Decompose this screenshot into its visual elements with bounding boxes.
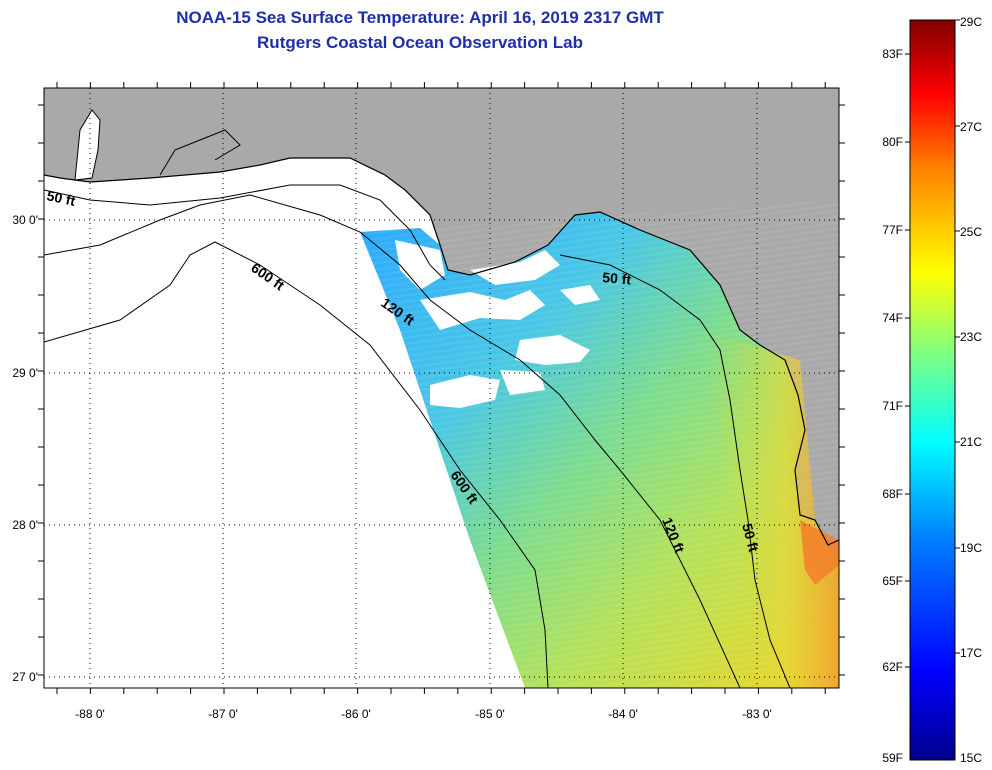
colorbar-f-label: 74F xyxy=(882,311,903,325)
colorbar xyxy=(909,19,956,761)
bay-inlet xyxy=(74,109,101,181)
graticule xyxy=(44,88,839,688)
lon-label: -87 0' xyxy=(208,707,238,721)
lat-label: 30 0' xyxy=(12,213,38,227)
colorbar-c-label: 27C xyxy=(960,120,982,134)
contour-label: 50 ft xyxy=(602,269,632,287)
colorbar-f-label: 80F xyxy=(882,135,903,149)
map-subtitle: Rutgers Coastal Ocean Observation Lab xyxy=(257,33,583,52)
tick-marks xyxy=(38,82,845,694)
colorbar-f-label: 83F xyxy=(882,47,903,61)
land xyxy=(44,88,839,545)
colorbar-c-label: 21C xyxy=(960,435,982,449)
colorbar-c-label: 25C xyxy=(960,225,982,239)
sst-streaks xyxy=(360,200,839,688)
colorbar-ticks xyxy=(905,19,960,668)
lat-label: 29 0' xyxy=(12,366,38,380)
lon-label: -83 0' xyxy=(742,707,772,721)
map-title: NOAA-15 Sea Surface Temperature: April 1… xyxy=(176,8,664,27)
colorbar-f-label: 65F xyxy=(882,574,903,588)
cloud-masks xyxy=(395,240,600,408)
colorbar-f-label: 68F xyxy=(882,487,903,501)
colorbar-f-label: 77F xyxy=(882,223,903,237)
colorbar-c-label: 17C xyxy=(960,646,982,660)
colorbar-c-label: 23C xyxy=(960,330,982,344)
contour-600ft xyxy=(44,241,549,688)
contour-label: 50 ft xyxy=(739,522,762,554)
colorbar-c-label: 15C xyxy=(960,751,982,765)
lon-label: -85 0' xyxy=(475,707,505,721)
contour-label: 50 ft xyxy=(45,187,77,209)
lon-label: -86 0' xyxy=(341,707,371,721)
lat-label: 28 0' xyxy=(12,518,38,532)
map-frame xyxy=(43,87,840,689)
colorbar-f-label: 62F xyxy=(882,660,903,674)
lon-label: -88 0' xyxy=(75,707,105,721)
sst-warm-coastal xyxy=(700,330,839,688)
bay-shoreline xyxy=(159,129,241,176)
colorbar-f-label: 59F xyxy=(882,751,903,765)
lon-label: -84 0' xyxy=(608,707,638,721)
contour-50ft-east xyxy=(559,254,791,688)
contour-120ft xyxy=(44,194,741,688)
colorbar-c-label: 19C xyxy=(960,541,982,555)
colorbar-f-label: 71F xyxy=(882,399,903,413)
sst-warm-bay xyxy=(800,520,839,585)
colorbar-c-label: 29C xyxy=(960,15,982,29)
lat-label: 27 0' xyxy=(12,670,38,684)
contour-50ft-west xyxy=(44,184,446,281)
coastline xyxy=(44,157,839,546)
